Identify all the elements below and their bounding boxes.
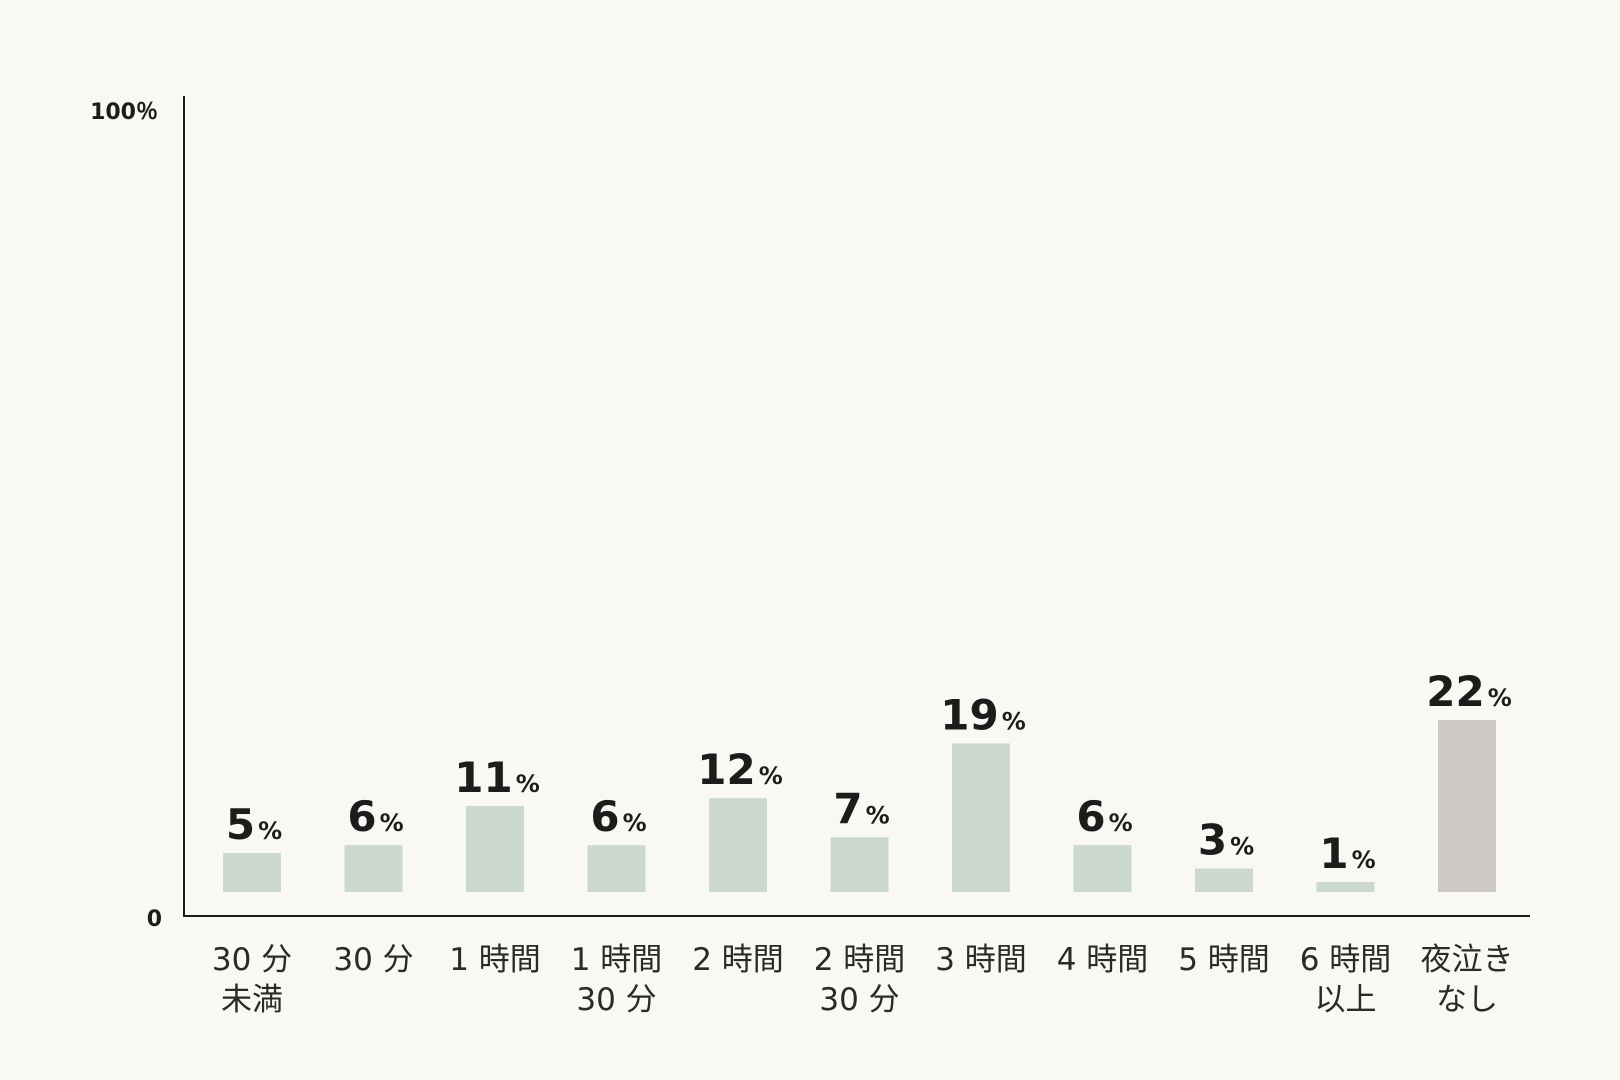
value-label-unit-0: %: [258, 817, 282, 845]
bars-group: [223, 720, 1496, 892]
category-label-line-3-0: 1 時間: [571, 942, 663, 978]
category-label-line-3-1: 30 分: [576, 982, 656, 1018]
category-label-6: 3 時間: [935, 942, 1027, 978]
value-label-1: 6%: [347, 792, 403, 841]
value-label-unit-2: %: [516, 770, 540, 798]
category-label-8: 5 時間: [1178, 942, 1270, 978]
category-label-line-5-1: 30 分: [819, 982, 899, 1018]
value-label-5: 7%: [833, 784, 889, 833]
bar-4: [709, 798, 767, 892]
category-label-2: 1 時間: [449, 942, 541, 978]
bar-8: [1195, 868, 1253, 892]
value-label-9: 1%: [1319, 829, 1375, 878]
value-label-number-9: 1: [1319, 829, 1348, 878]
bar-6: [952, 743, 1010, 892]
y-tick-label-max: 100％: [90, 100, 158, 125]
bar-3: [587, 845, 646, 892]
value-labels-group: 5% 6 %11 %6 %12 %7 %19 %6% 3% 1 %22%: [226, 667, 1512, 878]
category-label-line-1-0: 30 分: [333, 942, 413, 978]
value-label-unit-8: %: [1230, 833, 1254, 861]
value-label-number-6: 19: [940, 690, 998, 739]
value-label-0: 5%: [226, 800, 282, 849]
y-tick-label-min: 0: [147, 907, 162, 932]
value-label-number-1: 6: [347, 792, 376, 841]
category-label-3: 1 時間 30 分: [571, 942, 663, 1018]
category-label-line-0-0: 30 分: [212, 942, 292, 978]
value-label-10: 22%: [1426, 667, 1512, 716]
category-label-line-8-0: 5 時間: [1178, 942, 1270, 978]
category-label-line-7-0: 4 時間: [1057, 942, 1149, 978]
value-label-unit-1: %: [380, 809, 404, 837]
bar-5: [830, 837, 889, 892]
value-label-8: 3%: [1198, 816, 1254, 865]
value-label-2: 11%: [454, 753, 540, 802]
value-label-3: 6%: [590, 792, 646, 841]
category-label-line-9-0: 6 時間: [1300, 942, 1392, 978]
value-label-number-3: 6: [590, 792, 619, 841]
bar-10: [1438, 720, 1496, 892]
bar-2: [466, 806, 524, 892]
category-label-4: 2 時間: [692, 942, 784, 978]
category-label-0: 30 分未満: [212, 942, 292, 1018]
bar-1: [344, 845, 403, 892]
value-label-unit-5: %: [866, 801, 890, 829]
value-label-unit-3: %: [623, 809, 647, 837]
value-label-number-10: 22: [1426, 667, 1484, 716]
value-label-unit-7: %: [1109, 809, 1133, 837]
bar-0: [223, 852, 281, 892]
category-label-7: 4 時間: [1057, 942, 1149, 978]
value-label-unit-9: %: [1352, 846, 1376, 874]
value-label-number-8: 3: [1198, 816, 1227, 865]
value-label-7: 6%: [1076, 792, 1132, 841]
value-label-unit-6: %: [1002, 707, 1026, 735]
category-label-5: 2 時間 30 分: [814, 942, 906, 1018]
value-label-number-2: 11: [454, 753, 512, 802]
value-label-6: 19%: [940, 690, 1026, 739]
bar-7: [1073, 845, 1132, 892]
category-label-line-10-0: 夜泣き: [1421, 942, 1514, 978]
value-label-number-4: 12: [697, 745, 755, 794]
value-label-number-7: 6: [1076, 792, 1105, 841]
value-label-unit-10: %: [1488, 684, 1512, 712]
category-label-line-6-0: 3 時間: [935, 942, 1027, 978]
value-label-4: 12%: [697, 745, 783, 794]
category-label-line-9-1: 以上: [1315, 982, 1377, 1018]
category-label-line-2-0: 1 時間: [449, 942, 541, 978]
value-label-number-0: 5: [226, 800, 255, 849]
category-label-line-5-0: 2 時間: [814, 942, 906, 978]
category-label-line-4-0: 2 時間: [692, 942, 784, 978]
value-label-unit-4: %: [759, 762, 783, 790]
category-label-line-10-1: なし: [1436, 982, 1498, 1018]
value-label-number-5: 7: [833, 784, 862, 833]
bar-9: [1316, 882, 1375, 892]
category-label-line-0-1: 未満: [221, 982, 283, 1018]
category-label-9: 6 時間以上: [1300, 942, 1392, 1018]
category-label-10: 夜泣きなし: [1421, 942, 1514, 1018]
category-label-1: 30 分: [333, 942, 413, 978]
